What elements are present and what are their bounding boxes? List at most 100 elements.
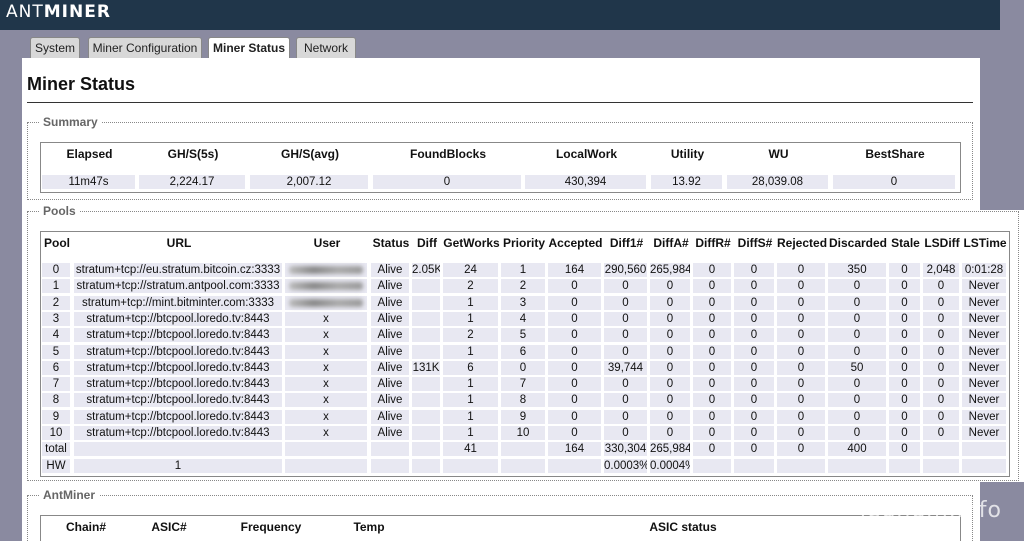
pools-cell: 1 [443,311,500,326]
pools-cell: 0 [548,426,603,440]
tab-miner-configuration[interactable]: Miner Configuration [88,37,202,59]
pools-cell: Never [962,311,1008,326]
pools-header: User [313,236,341,250]
pools-cell [443,458,500,473]
pools-legend: Pools [39,204,80,218]
pools-cell: x [285,377,369,392]
pools-cell [412,344,442,359]
pools-cell: x [285,311,369,326]
pools-cell: 0 [734,344,776,359]
pools-cell: 0 [923,344,961,359]
antminer-table [40,515,961,541]
pools-cell: 400 [828,442,888,457]
pools-cell: 0 [889,295,922,310]
pools-cell: 41 [443,442,500,457]
summary-value: 28,039.08 [727,175,830,189]
pools-cell: 0 [548,279,603,294]
pools-cell: 0 [828,295,888,310]
pools-cell: Alive [371,279,411,294]
pools-cell: 2 [42,295,72,310]
tab-system[interactable]: System [30,37,80,59]
pools-cell: 0 [734,442,776,457]
pools-header: DiffA# [653,236,689,250]
pools-cell: 2 [443,328,500,343]
pools-header: Diff1# [609,236,644,250]
pools-cell: 0 [650,426,692,440]
pools-cell: 7 [501,377,547,392]
pools-header: LSDiff [924,236,960,250]
pools-header: GetWorks [443,236,500,250]
pools-cell [923,458,961,473]
pools-cell: 0 [734,393,776,408]
pools-header: DiffR# [695,236,731,250]
pools-cell: 0 [923,426,961,440]
pools-cell: stratum+tcp://btcpool.loredo.tv:8443 [74,377,284,392]
pools-cell: stratum+tcp://btcpool.loredo.tv:8443 [74,393,284,408]
pools-cell: HW [42,458,72,473]
pools-cell: 0 [548,393,603,408]
summary-value: 13.92 [651,175,724,189]
pools-cell: 0 [604,311,649,326]
pools-cell: 0 [501,360,547,375]
pools-cell: 0 [650,344,692,359]
pools-cell: 0 [889,377,922,392]
pools-cell: 290,560 [604,263,649,277]
pools-cell: 6 [443,360,500,375]
pools-cell: 0 [734,311,776,326]
pools-cell: 0 [828,328,888,343]
pools-cell: stratum+tcp://btcpool.loredo.tv:8443 [74,426,284,440]
pools-cell [74,442,284,457]
pools-cell: 0 [889,279,922,294]
pools-cell [412,279,442,294]
pools-cell: 0 [777,409,827,424]
pools-cell: 265,984 [650,442,692,457]
pools-header: Stale [891,236,920,250]
pools-cell: 0 [650,295,692,310]
summary-header: LocalWork [555,147,618,161]
pools-cell: 0 [923,328,961,343]
pools-cell: 6 [42,360,72,375]
summary-section [27,122,973,200]
pools-cell: 0 [777,377,827,392]
pools-cell: Alive [371,311,411,326]
pools-cell [828,458,888,473]
tab-miner-status[interactable]: Miner Status [208,37,290,60]
pools-cell: 131K [412,360,442,375]
pools-cell: 1 [42,279,72,294]
pools-cell [412,409,442,424]
pools-cell [777,458,827,473]
pools-cell: 0 [650,279,692,294]
pools-cell: 0 [604,328,649,343]
pools-cell: 0 [693,279,733,294]
summary-header: Elapsed [66,147,113,161]
pools-cell: 0 [923,311,961,326]
pools-cell: 0 [650,393,692,408]
tab-network[interactable]: Network [296,37,356,59]
pools-cell: 0 [777,279,827,294]
title-divider [27,102,973,103]
pools-cell: 3 [42,311,72,326]
pools-cell: Never [962,426,1008,440]
pools-cell: 0 [548,377,603,392]
pools-cell: 1 [443,426,500,440]
pools-cell: x [285,409,369,424]
pools-cell [285,442,369,457]
pools-cell [412,393,442,408]
pools-cell: 0 [923,377,961,392]
pools-cell: Alive [371,295,411,310]
pools-cell: 0.0003% [604,458,649,473]
pools-cell: 0 [923,279,961,294]
pools-cell: stratum+tcp://eu.stratum.bitcoin.cz:3333 [74,263,284,277]
pools-cell: 0 [604,393,649,408]
summary-value: 0 [833,175,957,189]
pools-cell: 0 [889,360,922,375]
pools-cell: 1 [443,409,500,424]
pools-cell: 0 [828,426,888,440]
pools-cell: 0 [693,442,733,457]
pools-cell: 5 [501,328,547,343]
pools-cell: 0 [734,328,776,343]
pools-cell [923,442,961,457]
antminer-header-chain: Chain# [65,520,106,534]
pools-cell: 0 [693,344,733,359]
pools-cell [501,442,547,457]
